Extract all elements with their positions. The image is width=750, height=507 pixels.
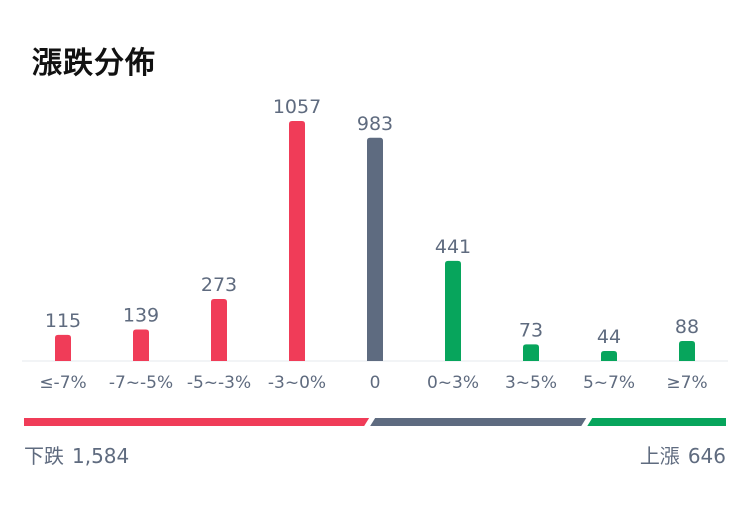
bar-3 [289,121,305,361]
down-summary-count: 1,584 [72,444,130,468]
up-summary-count: 646 [687,444,726,468]
bar-value-label: 983 [357,113,393,135]
category-label: -3~0% [268,373,326,393]
category-label: -7~-5% [109,373,173,393]
bar-value-label: 88 [675,316,699,338]
bar-value-label: 115 [45,310,81,332]
bar-7 [601,351,617,361]
bar-value-label: 441 [435,236,471,258]
bar-value-label: 273 [201,274,237,296]
bar-0 [55,334,71,361]
category-label: -5~-3% [187,373,251,393]
bar-value-label: 1057 [273,96,321,118]
bar-5 [445,260,461,361]
bar-4 [367,137,383,361]
bar-value-label: 44 [597,326,621,348]
chart-title: 漲跌分佈 [32,46,156,81]
bar-value-label: 73 [519,319,543,341]
down-ratio-bar [24,418,370,426]
category-label: 0~3% [427,373,479,393]
category-label: ≤-7% [39,373,86,393]
category-label: 3~5% [505,373,557,393]
flat-ratio-bar [370,418,587,426]
bar-6 [523,344,539,361]
bar-2 [211,299,227,361]
category-label: 0 [370,373,381,393]
bar-1 [133,329,149,361]
category-label: 5~7% [583,373,635,393]
bar-8 [679,341,695,361]
down-summary: 下跌 1,584 [24,440,129,469]
up-summary: 上漲 646 [640,440,726,469]
down-summary-label: 下跌 [24,444,64,468]
bars-layer: 115 ≤-7% 139 -7~-5% 273 -5~-3% 1057 -3~0% 983 0 44… [39,96,707,393]
up-ratio-bar [587,418,726,426]
bar-value-label: 139 [123,304,159,326]
category-label: ≥7% [666,373,707,393]
up-summary-label: 上漲 [639,444,680,468]
